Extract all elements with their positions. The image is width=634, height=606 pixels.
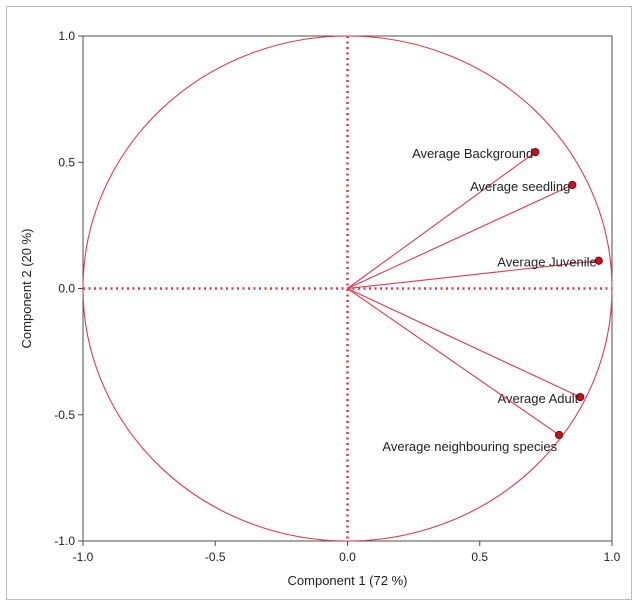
x-tick-label: 0.0	[339, 550, 356, 564]
loadings-plot: Average Background Average seedling Averag…	[19, 29, 621, 588]
y-axis-title: Component 2 (20 %)	[19, 229, 34, 349]
loading-vector	[347, 288, 581, 398]
loading-vector	[347, 260, 599, 290]
loading-point	[555, 430, 564, 440]
loading-point	[568, 180, 577, 190]
point-label: Average Adult	[498, 391, 579, 406]
y-tick-label: 1.0	[58, 29, 75, 43]
point-label: Average seedling	[470, 179, 570, 194]
loading-vector	[347, 288, 560, 436]
loading-point	[594, 256, 603, 265]
x-tick-label: -0.5	[205, 550, 226, 564]
y-tick-label: -1.0	[54, 534, 75, 548]
point-label: Average Juvenile	[497, 255, 597, 270]
y-tick-label: -0.5	[54, 408, 75, 422]
loading-vector	[347, 151, 536, 289]
point-label: Average neighbouring species	[382, 439, 557, 454]
x-tick-label: -1.0	[73, 550, 94, 564]
x-axis-title: Component 1 (72 %)	[288, 573, 408, 588]
point-label: Average Background	[412, 146, 533, 161]
loading-point	[576, 392, 585, 402]
figure-frame: Average Background Average seedling Averag…	[6, 6, 632, 600]
loading-point	[531, 148, 540, 157]
y-tick-label: 0.5	[58, 155, 75, 169]
loading-vector	[347, 184, 573, 289]
y-tick-label: 0.0	[58, 282, 75, 296]
x-tick-label: 1.0	[604, 550, 621, 564]
x-tick-label: 0.5	[471, 550, 488, 564]
